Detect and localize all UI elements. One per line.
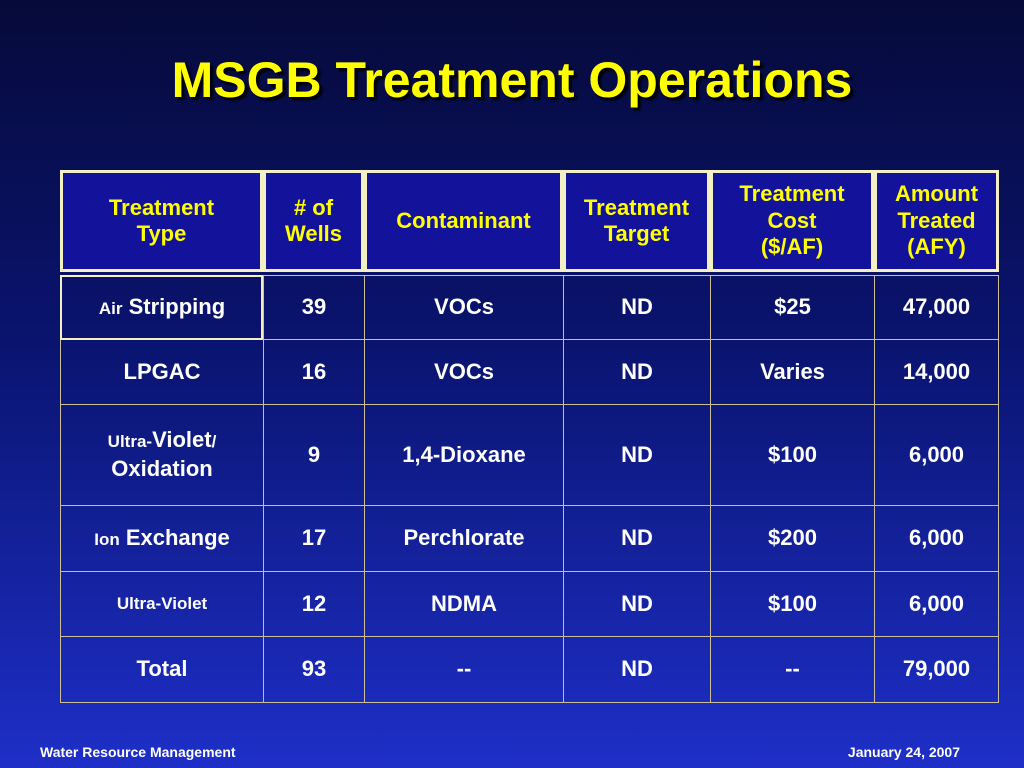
cell-contaminant: 1,4-Dioxane [365, 405, 564, 505]
cell-treatment-type: Ultra-Violet/Oxidation [61, 405, 264, 505]
table-row: Ion Exchange 17 Perchlorate ND $200 6,00… [61, 506, 998, 572]
header-contaminant: Contaminant [364, 170, 563, 272]
cell-target: ND [564, 340, 711, 404]
cell-target: ND [564, 637, 711, 702]
cell-treatment-type: Air Stripping [61, 276, 264, 339]
cell-amount: 6,000 [908, 525, 965, 551]
table-row: Ultra-Violet 12 NDMA ND $100 6,000 [61, 572, 998, 637]
cell-amount: 79,000 [902, 656, 971, 682]
header-treatment-target: Treatment Target [563, 170, 710, 272]
cell-cost: $100 [711, 572, 875, 636]
cell-target: ND [564, 506, 711, 571]
cell-wells: 39 [264, 276, 365, 339]
cell-contaminant: NDMA [365, 572, 564, 636]
table-row: LPGAC 16 VOCs ND Varies 14,000 [61, 340, 998, 405]
cell-target: ND [564, 276, 711, 339]
cell-wells: 16 [264, 340, 365, 404]
cell-treatment-type: Ultra-Violet [61, 572, 264, 636]
cell-amount: 47,000 [902, 294, 971, 320]
cell-treatment-type: LPGAC [61, 340, 264, 404]
header-treatment-type: Treatment Type [60, 170, 263, 272]
cell-wells: 17 [264, 506, 365, 571]
slide-title: MSGB Treatment Operations [171, 52, 853, 108]
cell-wells: 12 [264, 572, 365, 636]
cell-cost: $25 [711, 276, 875, 339]
cell-amount: 6,000 [908, 590, 965, 616]
cell-cost: Varies [711, 340, 875, 404]
cell-cost: -- [711, 637, 875, 702]
cell-contaminant: -- [365, 637, 564, 702]
header-treatment-cost: Treatment Cost ($/AF) [710, 170, 874, 272]
cell-wells: 93 [264, 637, 365, 702]
table-row: Ultra-Violet/Oxidation 9 1,4-Dioxane ND … [61, 405, 998, 506]
table-row: Air Stripping 39 VOCs ND $25 47,000 [60, 275, 998, 340]
cell-cost: $100 [711, 405, 875, 505]
footer-organization: Water Resource Management [40, 744, 236, 760]
cell-amount: 6,000 [908, 441, 965, 467]
footer-date: January 24, 2007 [847, 744, 960, 760]
table-header: Treatment Type # of Wells Contaminant Tr… [0, 170, 1024, 272]
cell-wells: 9 [264, 405, 365, 505]
header-amount-treated: Amount Treated (AFY) [874, 170, 999, 272]
cell-target: ND [564, 405, 711, 505]
cell-contaminant: VOCs [365, 276, 564, 339]
cell-treatment-type: Ion Exchange [61, 506, 264, 571]
cell-amount: 14,000 [902, 358, 971, 384]
cell-target: ND [564, 572, 711, 636]
table-row-total: Total 93 -- ND -- 79,000 [61, 637, 998, 702]
treatment-table: Air Stripping 39 VOCs ND $25 47,000 LPGA… [60, 275, 999, 703]
cell-cost: $200 [711, 506, 875, 571]
cell-treatment-type: Total [61, 637, 264, 702]
header-number-of-wells: # of Wells [263, 170, 364, 272]
cell-contaminant: VOCs [365, 340, 564, 404]
cell-contaminant: Perchlorate [365, 506, 564, 571]
